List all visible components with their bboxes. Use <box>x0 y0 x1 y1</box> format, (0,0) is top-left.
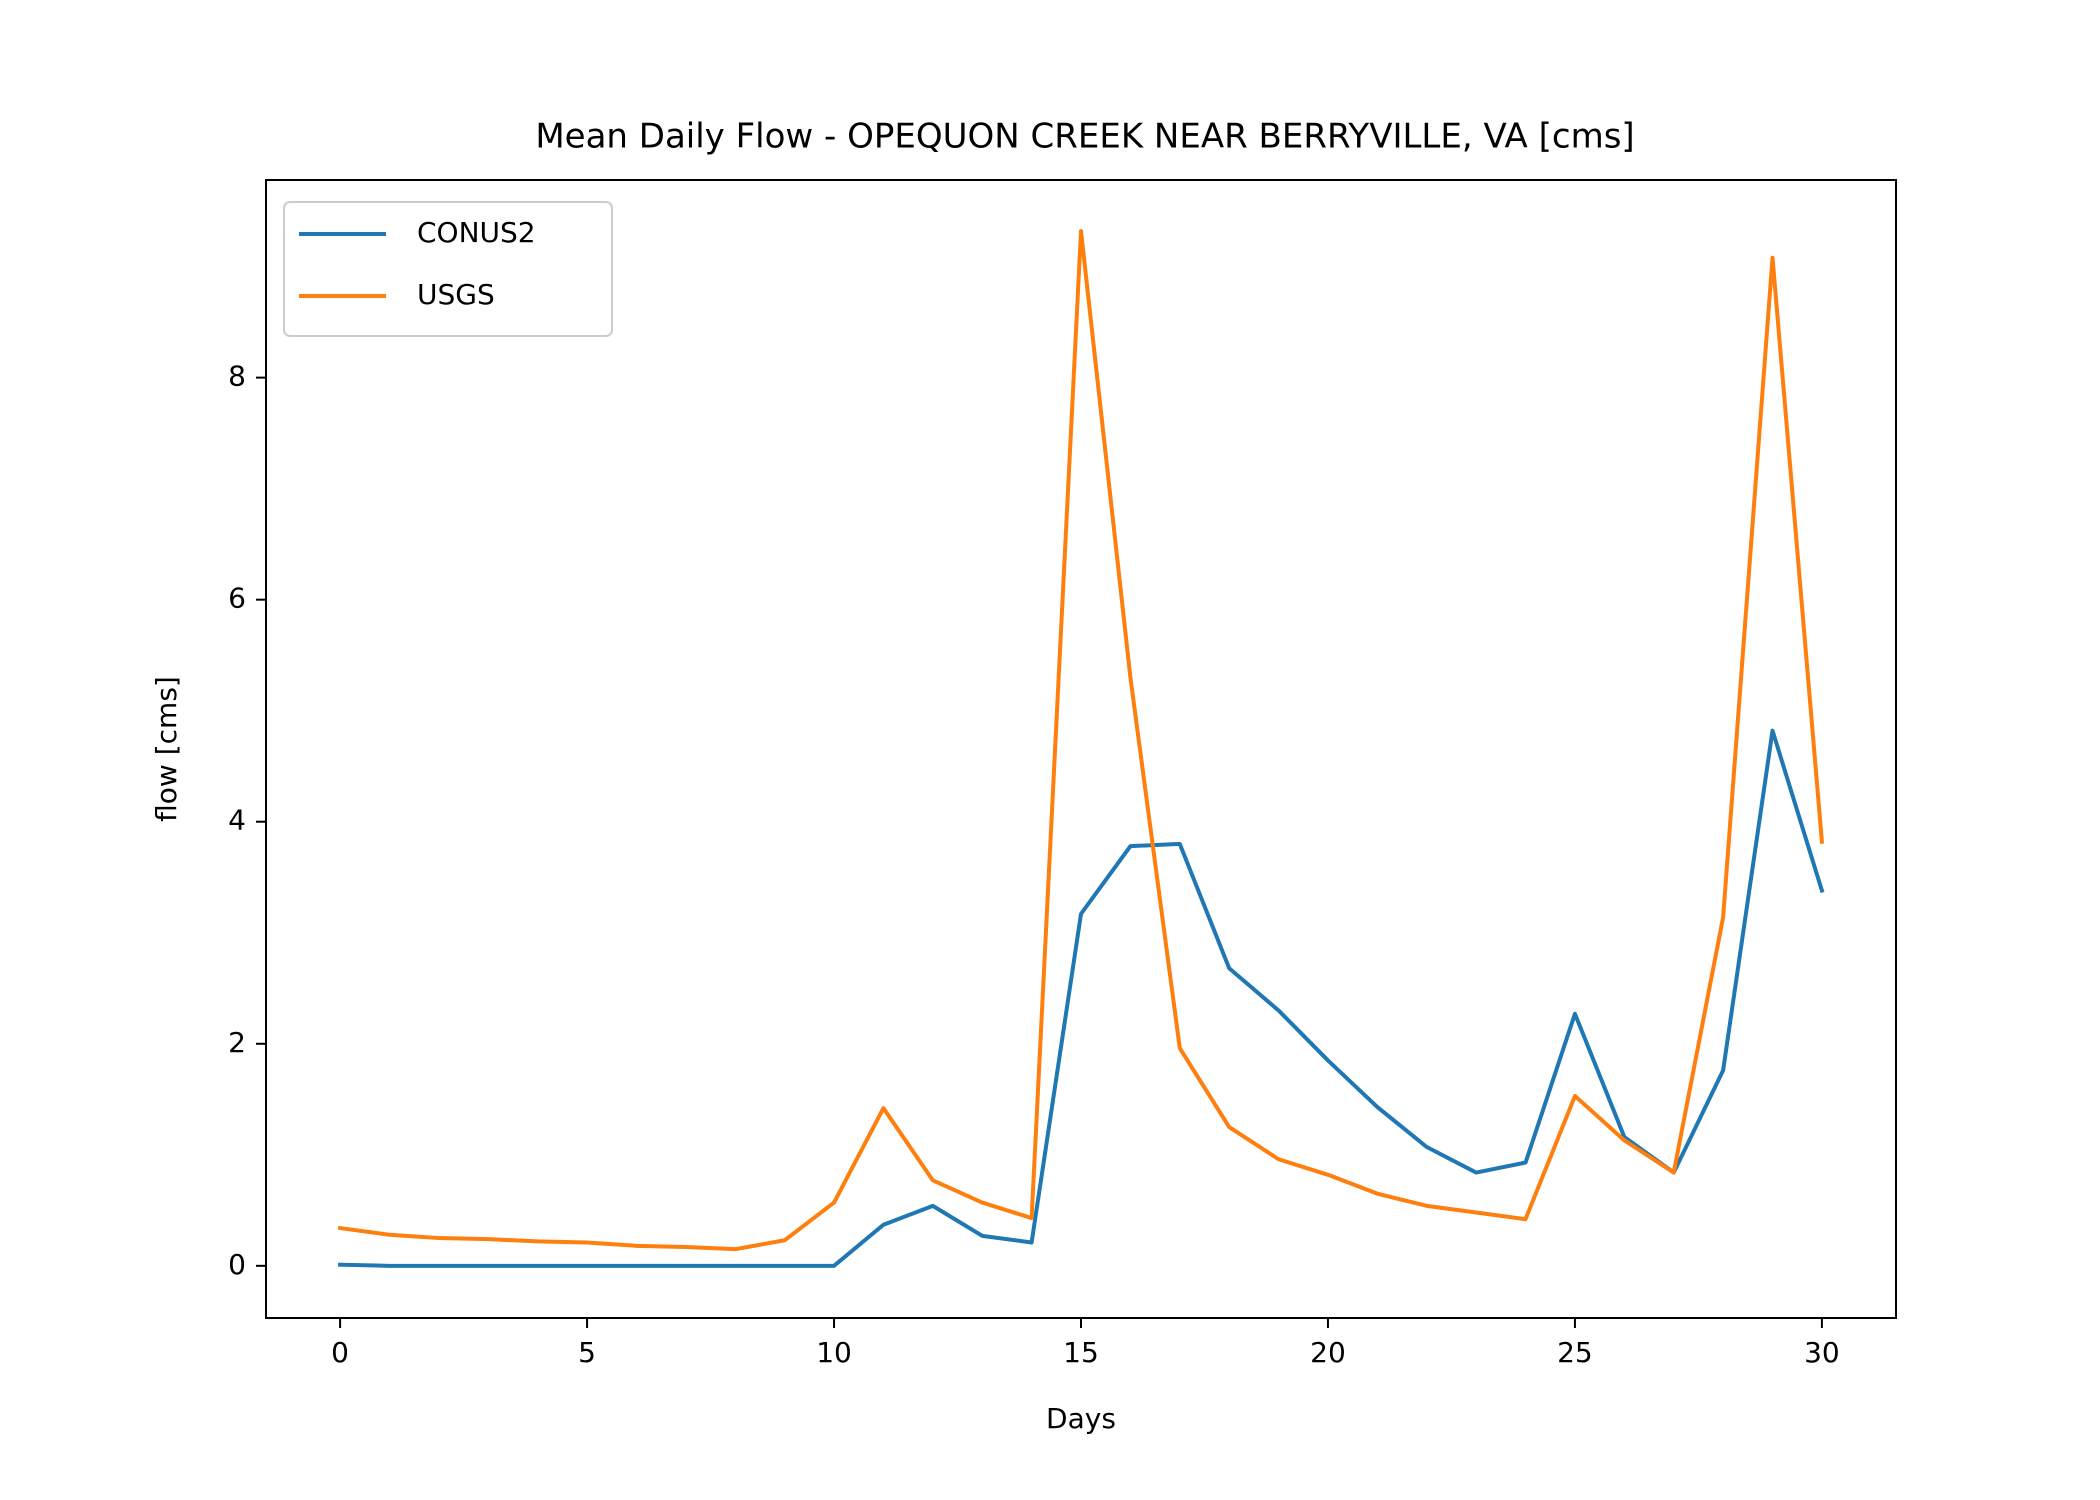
y-tick-label: 6 <box>228 582 246 615</box>
x-tick-label: 10 <box>816 1336 852 1369</box>
y-tick-label: 2 <box>228 1026 246 1059</box>
legend-label-conus2: CONUS2 <box>417 216 536 249</box>
x-tick-label: 15 <box>1063 1336 1099 1369</box>
series-line-conus2 <box>338 728 1825 1268</box>
y-tick-label: 8 <box>228 360 246 393</box>
series-layer <box>337 229 1825 1268</box>
x-axis-label: Days <box>1046 1402 1116 1435</box>
legend: CONUS2 USGS <box>283 201 613 337</box>
series-line-usgs <box>337 229 1825 1252</box>
chart-title: Mean Daily Flow - OPEQUON CREEK NEAR BER… <box>535 117 1634 157</box>
legend-label-usgs: USGS <box>417 278 495 311</box>
y-axis: 0 2 4 6 8 <box>228 360 266 1281</box>
x-tick-label: 5 <box>578 1336 596 1369</box>
x-tick-label: 20 <box>1310 1336 1346 1369</box>
x-tick-label: 0 <box>331 1336 349 1369</box>
y-tick-label: 4 <box>228 804 246 837</box>
y-axis-label: flow [cms] <box>150 676 183 822</box>
x-tick-label: 25 <box>1557 1336 1593 1369</box>
x-tick-label: 30 <box>1804 1336 1840 1369</box>
y-tick-label: 0 <box>228 1248 246 1281</box>
x-axis: 0 5 10 15 20 25 30 <box>331 1318 1840 1369</box>
